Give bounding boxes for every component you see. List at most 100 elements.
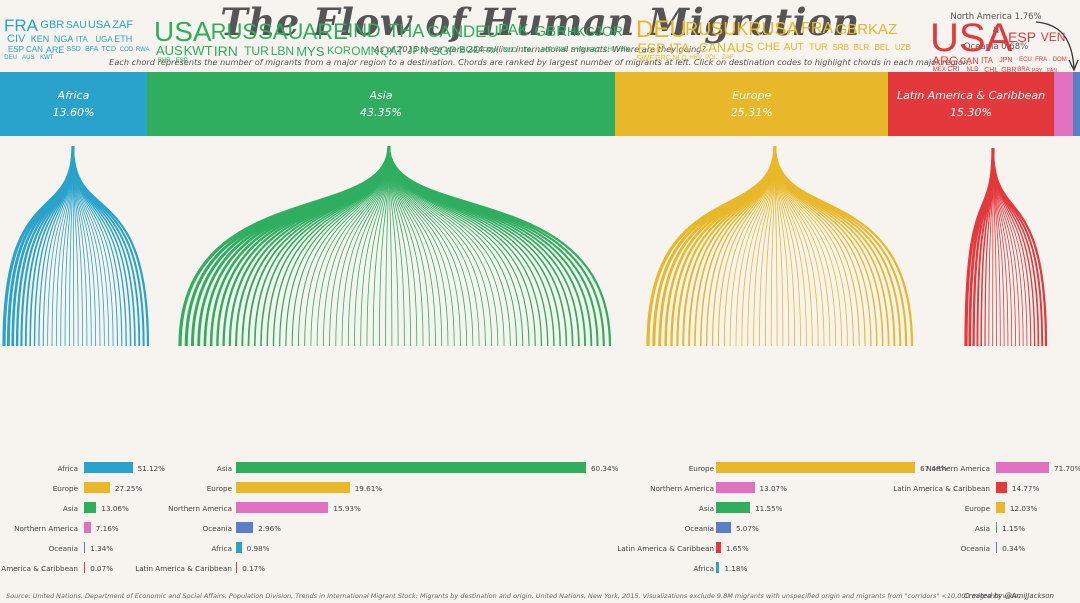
destination-code-lbn[interactable]: LBN (270, 44, 295, 59)
destination-code-rwa[interactable]: RWA (135, 46, 150, 53)
destination-code-swe[interactable]: SWE (554, 47, 569, 54)
destination-code-can[interactable]: CAN (959, 55, 979, 66)
destination-code-ita[interactable]: ITA (521, 46, 532, 54)
destination-code-chn[interactable]: CHN (603, 47, 617, 54)
destination-code-syr[interactable]: SYR (570, 46, 586, 54)
share-segment-africa[interactable] (0, 72, 148, 136)
destination-code-aut[interactable]: AUT (783, 41, 804, 53)
destination-code-fra[interactable]: FRA (4, 16, 38, 35)
destination-code-ven[interactable]: VEN (1040, 30, 1066, 44)
destination-code-mys[interactable]: MYS (296, 43, 325, 59)
destination-code-bgd[interactable]: BGD (458, 45, 481, 57)
destination-code-nld[interactable]: NLD (672, 54, 687, 62)
destination-code-fra[interactable]: FRA (801, 20, 834, 37)
destination-code-are[interactable]: ARE (302, 19, 348, 44)
destination-code-tur[interactable]: TUR (244, 44, 269, 59)
destination-code-pan[interactable]: PAN (1047, 67, 1057, 74)
destination-code-zaf[interactable]: ZAF (721, 55, 734, 62)
destination-code-dom[interactable]: DOM (1052, 57, 1067, 63)
destination-code-usa[interactable]: USA (930, 16, 1013, 60)
share-segment-oceania[interactable] (1072, 72, 1080, 136)
destination-code-esp[interactable]: ESP (1008, 29, 1037, 45)
destination-code-usa[interactable]: USA (761, 19, 799, 39)
destination-code-nga[interactable]: NGA (53, 34, 74, 45)
destination-code-sau[interactable]: SAU (258, 19, 304, 44)
destination-code-rus[interactable]: RUS (210, 19, 258, 44)
destination-code-esp[interactable]: ESP (637, 39, 666, 56)
destination-code-nld[interactable]: NLD (502, 46, 517, 54)
destination-code-jpn[interactable]: JPN (407, 44, 428, 57)
destination-code-can[interactable]: CAN (698, 40, 727, 56)
destination-code-kwt[interactable]: KWT (40, 55, 54, 62)
destination-code-kwt[interactable]: KWT (183, 43, 213, 59)
share-segment-europe[interactable] (615, 72, 889, 136)
destination-code-rus[interactable]: RUS (685, 19, 724, 39)
destination-code-kaz[interactable]: KAZ (587, 46, 601, 54)
destination-code-ind[interactable]: IND (347, 20, 381, 42)
destination-code-usa[interactable]: USA (87, 19, 111, 31)
destination-code-kor[interactable]: KOR (326, 44, 351, 57)
destination-code-che[interactable]: CHE (756, 41, 781, 54)
destination-code-blr[interactable]: BLR (853, 42, 870, 52)
destination-code-ita[interactable]: ITA (75, 34, 88, 44)
destination-code-ita[interactable]: ITA (981, 56, 993, 65)
destination-code-eth[interactable]: ETH (114, 34, 133, 45)
destination-code-fra[interactable]: FRA (482, 46, 499, 56)
destination-code-gbr[interactable]: GBR (1001, 66, 1017, 74)
destination-code-ukr[interactable]: UKR (723, 19, 762, 39)
destination-code-jpn[interactable]: JPN (999, 56, 1013, 64)
destination-code-esp[interactable]: ESP (7, 45, 24, 55)
destination-code-srb[interactable]: SRB (832, 42, 849, 52)
destination-code-deu[interactable]: DEU (462, 21, 499, 41)
destination-code-uzb[interactable]: UZB (894, 42, 911, 52)
destination-code-aus[interactable]: AUS (726, 40, 754, 56)
destination-code-pak[interactable]: PAK (497, 22, 529, 39)
destination-code-qat[interactable]: QAT (380, 44, 404, 59)
destination-code-can[interactable]: CAN (427, 21, 464, 41)
destination-code-swe[interactable]: SWE (636, 54, 655, 64)
destination-code-grc[interactable]: GRC (655, 54, 671, 62)
destination-code-gbr[interactable]: GBR (835, 20, 869, 38)
destination-code-hkg[interactable]: HKG (567, 23, 596, 39)
destination-code-gbr[interactable]: GBR (40, 19, 65, 31)
destination-code-npl[interactable]: NPL (618, 47, 631, 54)
destination-code-esp[interactable]: ESP (175, 57, 188, 64)
destination-code-ken[interactable]: KEN (30, 34, 50, 45)
share-segment-north-america[interactable] (1053, 72, 1074, 136)
destination-code-bra[interactable]: BRA (1017, 67, 1030, 74)
destination-code-ecu[interactable]: ECU (1019, 57, 1032, 63)
destination-code-deu[interactable]: DEU (4, 55, 17, 62)
destination-code-jor[interactable]: JOR (595, 23, 624, 39)
destination-code-zaf[interactable]: ZAF (112, 19, 134, 31)
destination-code-aus[interactable]: AUS (22, 55, 35, 62)
destination-code-omn[interactable]: OMN (351, 44, 380, 59)
destination-code-bhr[interactable]: BHR (157, 57, 171, 64)
destination-code-fra[interactable]: FRA (1035, 57, 1048, 63)
destination-code-uga[interactable]: UGA (95, 34, 113, 44)
destination-code-cod[interactable]: COD (119, 46, 134, 53)
destination-code-sau[interactable]: SAU (66, 19, 87, 31)
destination-code-chl[interactable]: CHL (984, 66, 999, 74)
destination-code-cri[interactable]: CRI (947, 66, 960, 74)
destination-code-can[interactable]: CAN (26, 45, 43, 55)
destination-code-usa[interactable]: USA (154, 16, 212, 47)
destination-code-pry[interactable]: PRY (1031, 67, 1043, 74)
destination-code-irn[interactable]: IRN (213, 42, 238, 59)
destination-code-nld[interactable]: NLD (966, 67, 979, 74)
destination-code-gbr[interactable]: GBR (534, 22, 568, 40)
destination-code-tha[interactable]: THA (388, 21, 425, 41)
destination-code-aus[interactable]: AUS (155, 43, 183, 59)
destination-code-pol[interactable]: POL (705, 55, 718, 62)
destination-code-bel[interactable]: BEL (874, 42, 890, 52)
destination-code-bfa[interactable]: BFA (85, 46, 99, 54)
destination-code-hrv[interactable]: HRV (689, 55, 702, 62)
destination-code-civ[interactable]: CIV (7, 33, 26, 46)
destination-code-ita[interactable]: ITA (669, 39, 691, 56)
destination-code-arg[interactable]: ARG (932, 54, 959, 68)
destination-code-are[interactable]: ARE (45, 44, 65, 55)
share-segment-latin-america-caribbean[interactable] (888, 72, 1055, 136)
destination-code-kaz[interactable]: KAZ (868, 20, 898, 38)
destination-code-ukr[interactable]: UKR (537, 46, 553, 54)
destination-code-mex[interactable]: MEX (932, 66, 946, 73)
destination-code-sgp[interactable]: SGP (431, 44, 457, 59)
